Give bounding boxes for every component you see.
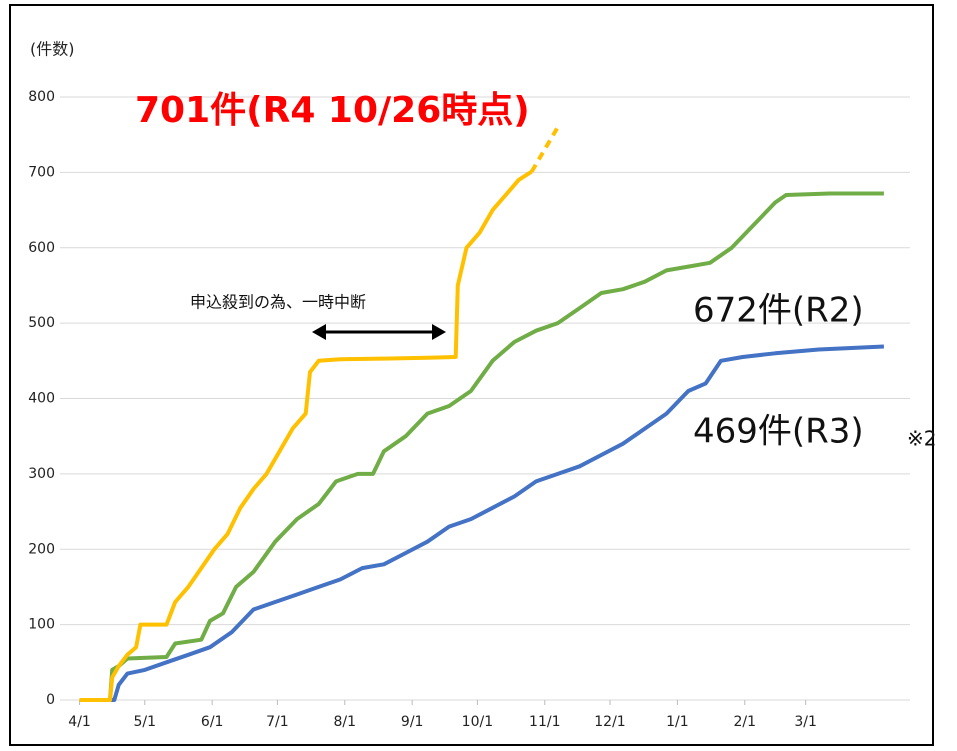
annotation: ※2 — [907, 427, 936, 451]
x-tick-label: 8/1 — [334, 714, 357, 730]
x-tick-label: 10/1 — [462, 714, 493, 730]
annotation: 701件(R4 10/26時点) — [135, 90, 530, 131]
y-tick-label: 0 — [46, 692, 55, 708]
y-tick-label: 800 — [28, 89, 55, 105]
y-tick-label: 200 — [28, 541, 55, 557]
x-tick-label: 11/1 — [529, 714, 560, 730]
series-line — [529, 126, 560, 173]
x-tick-label: 7/1 — [266, 714, 289, 730]
series-line — [79, 169, 533, 702]
series-line — [79, 191, 884, 702]
y-tick-label: 500 — [28, 315, 55, 331]
y-axis-label: (件数) — [30, 40, 75, 59]
annotation: 469件(R3) — [693, 412, 864, 452]
x-tick-label: 3/1 — [794, 714, 817, 730]
y-tick-label: 300 — [28, 466, 55, 482]
y-tick-label: 400 — [28, 391, 55, 407]
x-tick-label: 9/1 — [401, 714, 424, 730]
double-arrow — [312, 324, 446, 340]
x-tick-label: 12/1 — [594, 714, 625, 730]
series-line — [79, 344, 884, 702]
x-tick-label: 4/1 — [68, 714, 91, 730]
y-tick-label: 100 — [28, 617, 55, 633]
annotation: 672件(R2) — [693, 291, 864, 331]
y-tick-label: 600 — [28, 240, 55, 256]
x-tick-label: 6/1 — [201, 714, 224, 730]
y-tick-label: 700 — [28, 164, 55, 180]
x-tick-label: 2/1 — [734, 714, 757, 730]
annotation: 申込殺到の為、一時中断 — [190, 293, 366, 312]
frame — [9, 4, 934, 746]
x-tick-label: 1/1 — [666, 714, 689, 730]
x-tick-label: 5/1 — [134, 714, 157, 730]
